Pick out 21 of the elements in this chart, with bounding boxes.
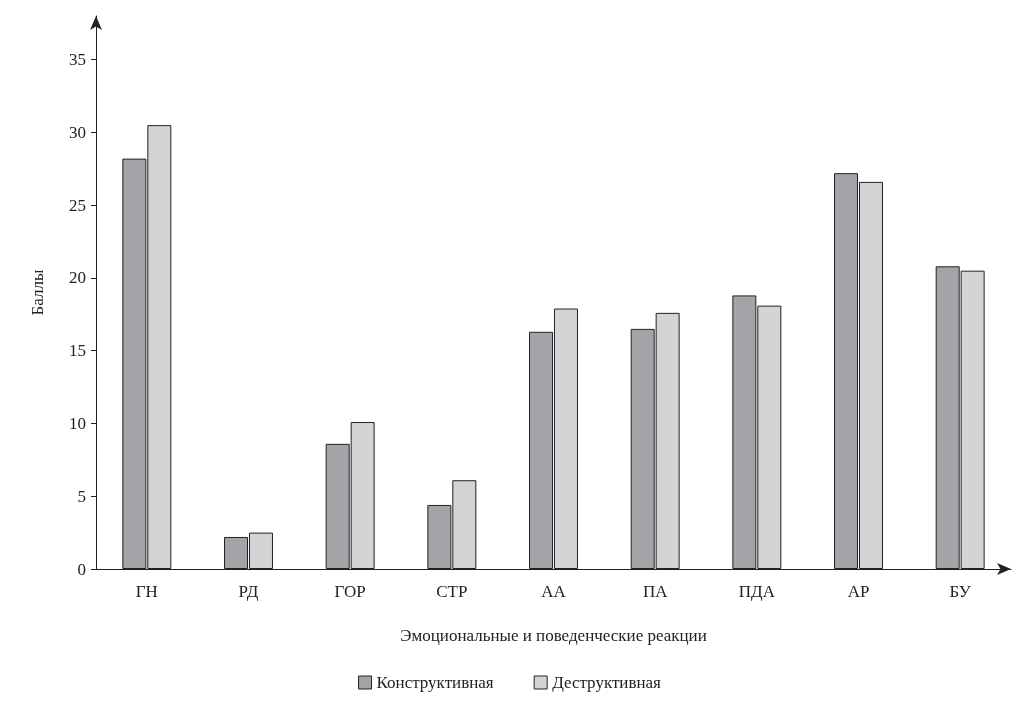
x-axis-title: Эмоциональные и поведенческие реакции: [400, 626, 707, 645]
x-tick-label: ГОР: [334, 582, 366, 601]
x-tick-label: ГН: [135, 582, 158, 601]
y-tick-label: 15: [69, 341, 86, 361]
x-tick-label: АА: [541, 582, 567, 601]
y-tick-label: 10: [69, 413, 86, 433]
legend-label: Конструктивная: [376, 673, 494, 692]
x-tick-label: РД: [238, 582, 259, 601]
x-tick-label: СТР: [436, 582, 468, 601]
x-tick-label: ПА: [642, 582, 669, 601]
x-tick-label: ПДА: [738, 582, 776, 601]
y-tick-label: 35: [69, 50, 86, 70]
y-tick-label: 25: [69, 195, 86, 215]
y-axis-title: Баллы: [28, 269, 47, 316]
x-tick-label: АР: [847, 582, 870, 601]
y-tick-label: 0: [77, 559, 86, 579]
x-tick-label: БУ: [949, 582, 972, 601]
y-tick-label: 20: [69, 268, 86, 288]
legend-label: Деструктивная: [552, 673, 662, 692]
y-tick-label: 30: [69, 122, 86, 142]
y-tick-label: 5: [77, 486, 86, 506]
